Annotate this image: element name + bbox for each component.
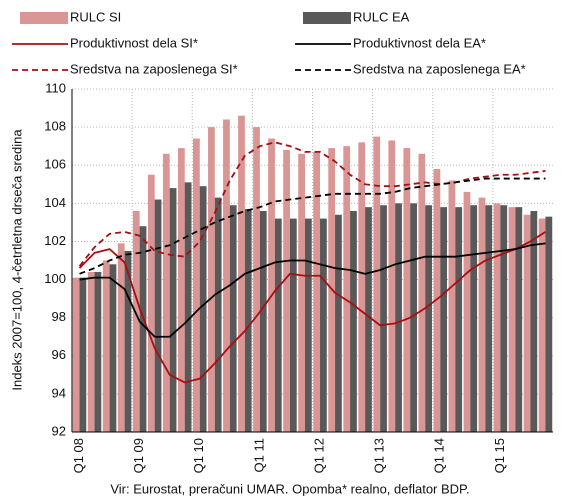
bar <box>208 127 215 432</box>
bar <box>139 226 147 432</box>
bar <box>500 205 508 432</box>
y-tick-label: 98 <box>52 309 66 324</box>
y-tick-label: 104 <box>44 195 66 210</box>
bar <box>448 180 456 432</box>
bar <box>169 188 177 432</box>
line <box>79 242 546 338</box>
legend-label: RULC EA <box>353 9 410 24</box>
line <box>78 231 546 384</box>
bar <box>244 209 252 432</box>
bar <box>193 138 200 433</box>
bar <box>388 140 396 432</box>
bar <box>162 153 170 433</box>
x-tick-label: Q1 10 <box>191 438 206 473</box>
bar <box>478 197 486 432</box>
footer-note: Vir: Eurostat, preračuni UMAR. Opomba* r… <box>110 481 469 496</box>
bar <box>94 271 102 432</box>
bar <box>470 205 478 432</box>
y-tick-label: 96 <box>52 347 66 362</box>
bar <box>214 197 222 432</box>
bar <box>335 214 342 432</box>
bar <box>109 264 117 432</box>
legend-swatch <box>303 12 351 24</box>
x-tick-label: Q1 13 <box>372 438 387 473</box>
bar <box>229 205 237 432</box>
bar <box>289 218 297 432</box>
bar <box>154 199 162 432</box>
legend-label: RULC SI <box>70 9 121 24</box>
bar <box>418 153 426 433</box>
line <box>78 141 546 267</box>
legend-label: Sredstva na zaposlenega EA* <box>353 61 526 76</box>
bar <box>380 205 387 432</box>
x-tick-label: Q1 11 <box>251 438 266 472</box>
bar <box>223 119 230 432</box>
bar <box>72 277 80 432</box>
bar <box>177 148 185 433</box>
legend-swatch <box>20 12 68 24</box>
bar <box>304 218 312 432</box>
x-tick-label: Q1 15 <box>492 438 507 473</box>
bar <box>365 207 372 432</box>
bar <box>79 277 87 432</box>
bar <box>238 115 245 432</box>
bar <box>493 203 501 432</box>
bar <box>523 214 531 432</box>
x-tick-label: Q1 09 <box>131 438 146 473</box>
bar <box>433 169 441 433</box>
bar <box>87 271 95 432</box>
bar <box>358 142 366 432</box>
bar <box>298 153 305 433</box>
bar <box>455 207 463 432</box>
bar <box>530 210 538 432</box>
legend-label: Sredstva na zaposlenega SI* <box>70 61 238 76</box>
y-tick-label: 110 <box>45 80 66 95</box>
bar <box>184 182 192 432</box>
line <box>79 177 546 275</box>
bar <box>117 243 125 432</box>
legend-label: Produktivnost dela SI* <box>70 35 198 50</box>
y-tick-label: 102 <box>44 233 66 248</box>
bar <box>253 127 260 432</box>
bar <box>199 186 207 432</box>
bar <box>283 149 290 432</box>
bar <box>463 191 471 432</box>
bar <box>320 218 327 432</box>
y-tick-label: 92 <box>52 423 66 438</box>
y-tick-label: 106 <box>44 157 66 172</box>
bar <box>102 260 110 432</box>
bar <box>410 203 417 432</box>
y-tick-label: 100 <box>44 271 66 286</box>
legend-label: Produktivnost dela EA* <box>353 35 486 50</box>
bar <box>545 216 553 432</box>
x-tick-label: Q1 12 <box>311 438 326 473</box>
bar <box>350 210 357 432</box>
bar <box>274 218 282 432</box>
bar <box>485 205 493 432</box>
bar <box>538 218 546 432</box>
y-axis-label: Indeks 2007=100, 4-četrtletna drseča sre… <box>9 129 24 391</box>
bar <box>313 151 321 432</box>
bar <box>259 210 267 432</box>
bar <box>403 148 411 433</box>
bar <box>373 136 381 432</box>
bar <box>147 174 155 432</box>
bar <box>395 203 402 432</box>
bar <box>515 207 523 432</box>
y-tick-label: 108 <box>44 119 66 134</box>
y-tick-label: 94 <box>52 385 66 400</box>
bar <box>508 207 516 432</box>
x-tick-label: Q1 08 <box>71 438 86 473</box>
x-tick-label: Q1 14 <box>432 438 447 473</box>
bar <box>343 146 351 432</box>
bar <box>440 207 448 432</box>
bar <box>124 250 132 432</box>
bar <box>132 210 140 432</box>
bar <box>425 205 432 432</box>
bar <box>268 138 275 433</box>
